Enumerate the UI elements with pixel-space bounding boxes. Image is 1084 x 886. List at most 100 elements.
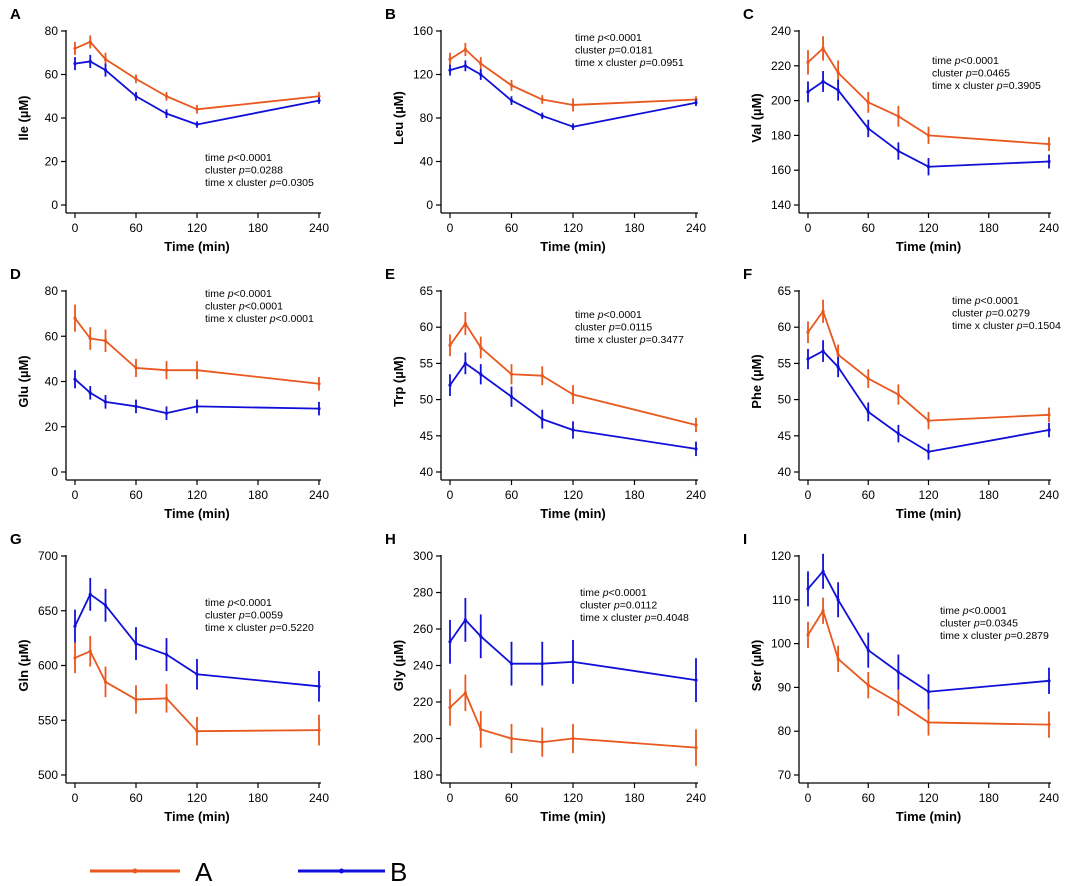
series-line: [807, 350, 1050, 453]
panel-letter: B: [385, 6, 396, 23]
data-point: [926, 450, 931, 454]
y-tick-label: 40: [45, 111, 59, 125]
data-point: [164, 112, 169, 116]
x-tick-label: 240: [686, 791, 706, 805]
panel-letter: H: [385, 531, 396, 548]
stat-line: time x cluster p=0.1504: [952, 320, 1061, 332]
data-point: [866, 410, 870, 414]
stat-line: cluster p=0.0288: [205, 165, 283, 177]
data-point: [479, 62, 483, 66]
y-tick-label: 40: [778, 465, 792, 479]
panel-letter: G: [10, 531, 22, 548]
x-tick-label: 0: [72, 221, 79, 235]
data-point: [509, 662, 514, 666]
data-point: [164, 652, 169, 657]
legend-item-b: B: [298, 857, 407, 886]
x-tick-label: 0: [72, 791, 79, 805]
x-axis-title: Time (min): [164, 239, 230, 254]
stat-line: cluster p=0.0059: [205, 610, 283, 622]
panel-f: F 40 45 50 55 60 65 0 60 120 180 240 Time (min) Phe (…: [743, 266, 1061, 521]
data-point: [571, 428, 575, 432]
y-tick-label: 65: [778, 284, 792, 298]
x-tick-label: 60: [505, 791, 519, 805]
data-point: [926, 418, 931, 423]
y-tick-label: 600: [38, 659, 58, 673]
legend-label: A: [195, 857, 213, 886]
y-tick-label: 220: [771, 59, 791, 73]
y-tick-label: 60: [778, 320, 792, 334]
series-b: [73, 577, 321, 702]
x-tick-label: 240: [686, 488, 706, 502]
data-point: [164, 368, 169, 372]
data-point: [509, 736, 514, 741]
data-point: [806, 357, 810, 361]
x-tick-label: 180: [979, 221, 999, 235]
panel-letter: I: [743, 531, 747, 548]
panel-a: A 0 20 40 60 80 0 60 120 180 240 Time (min) Ile (µM)…: [10, 6, 329, 254]
stat-line: time x cluster p=0.0305: [205, 177, 314, 189]
series-a: [806, 597, 1051, 738]
x-axis-title: Time (min): [896, 809, 962, 824]
data-point: [463, 64, 467, 68]
y-axis-title: Ser (µM): [749, 640, 764, 692]
y-tick-label: 500: [38, 768, 58, 782]
y-tick-label: 200: [413, 732, 433, 746]
data-point: [317, 382, 321, 386]
x-axis-title: Time (min): [896, 506, 962, 521]
data-point: [73, 46, 77, 51]
y-tick-label: 260: [413, 622, 433, 636]
x-tick-label: 0: [447, 221, 454, 235]
y-tick-label: 160: [413, 24, 433, 38]
y-tick-label: 55: [420, 356, 434, 370]
y-tick-label: 650: [38, 604, 58, 618]
data-point: [134, 404, 138, 408]
y-tick-label: 40: [420, 155, 434, 169]
data-point: [836, 598, 840, 602]
legend-marker: [339, 868, 344, 874]
x-tick-label: 120: [563, 221, 583, 235]
y-tick-label: 0: [51, 465, 58, 479]
data-point: [448, 705, 452, 710]
data-point: [448, 383, 452, 387]
x-tick-label: 120: [918, 791, 938, 805]
x-tick-label: 120: [918, 221, 938, 235]
data-point: [1047, 428, 1051, 432]
data-point: [73, 62, 77, 66]
y-tick-label: 50: [778, 393, 792, 407]
x-tick-label: 180: [624, 221, 644, 235]
y-tick-label: 700: [38, 549, 58, 563]
data-point: [896, 701, 900, 705]
panel-letter: E: [385, 266, 395, 283]
data-point: [836, 71, 840, 75]
panel-letter: F: [743, 266, 752, 283]
x-tick-label: 240: [309, 791, 329, 805]
data-point: [88, 59, 92, 64]
data-point: [821, 309, 825, 313]
data-point: [694, 678, 698, 682]
data-point: [866, 126, 870, 131]
x-tick-label: 60: [862, 221, 876, 235]
x-tick-label: 0: [805, 791, 812, 805]
x-tick-label: 0: [447, 791, 454, 805]
x-tick-label: 240: [686, 221, 706, 235]
stat-line: cluster p=0.0181: [575, 45, 653, 57]
stat-line: time x cluster p=0.0951: [575, 57, 684, 69]
data-point: [896, 432, 900, 436]
data-point: [134, 77, 138, 81]
data-point: [195, 404, 199, 408]
y-tick-label: 40: [420, 465, 434, 479]
x-tick-label: 60: [505, 221, 519, 235]
stat-line: cluster p=0.0115: [575, 322, 652, 334]
series-b: [73, 370, 321, 420]
panel-d: D 0 20 40 60 80 0 60 120 180 240 Time (min) Glu (µM)…: [10, 266, 329, 521]
x-tick-label: 120: [187, 221, 207, 235]
data-point: [463, 691, 467, 695]
stat-line: time p<0.0001: [575, 32, 642, 44]
series-a: [806, 36, 1051, 152]
x-tick-label: 180: [624, 791, 644, 805]
series-b: [448, 352, 698, 457]
data-point: [896, 670, 900, 674]
data-point: [134, 642, 138, 646]
data-point: [88, 649, 92, 653]
